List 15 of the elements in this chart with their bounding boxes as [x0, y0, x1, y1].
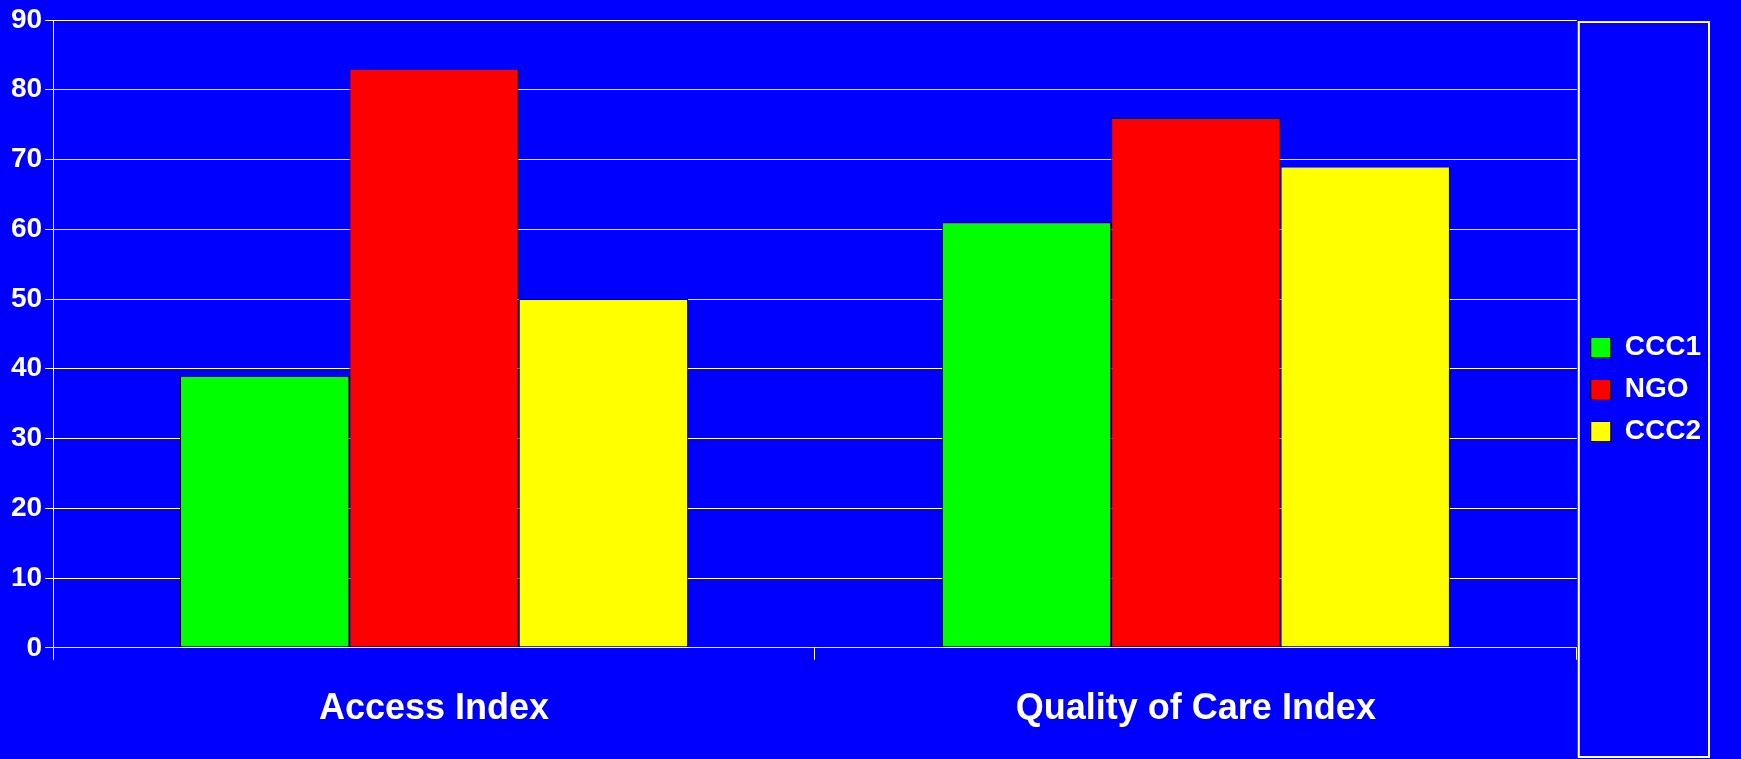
x-tick-label: Access Index: [318, 686, 550, 728]
y-tick-label: 10: [10, 560, 43, 592]
x-tick-label: Quality of Care Index: [1015, 686, 1376, 728]
y-tick-label: 80: [10, 72, 43, 104]
y-tick-label: 20: [10, 491, 43, 523]
legend-label: CCC1: [1624, 330, 1701, 362]
y-tick-label: 70: [10, 142, 43, 174]
y-tick-label: 40: [10, 351, 43, 383]
y-tick-label: 90: [10, 2, 43, 34]
y-tick-label: 50: [10, 281, 43, 313]
legend-label: CCC2: [1624, 414, 1701, 446]
y-tick-label: 0: [26, 630, 43, 662]
y-tick-label: 30: [10, 421, 43, 453]
legend-label: NGO: [1624, 372, 1689, 404]
y-tick-label: 60: [10, 211, 43, 243]
